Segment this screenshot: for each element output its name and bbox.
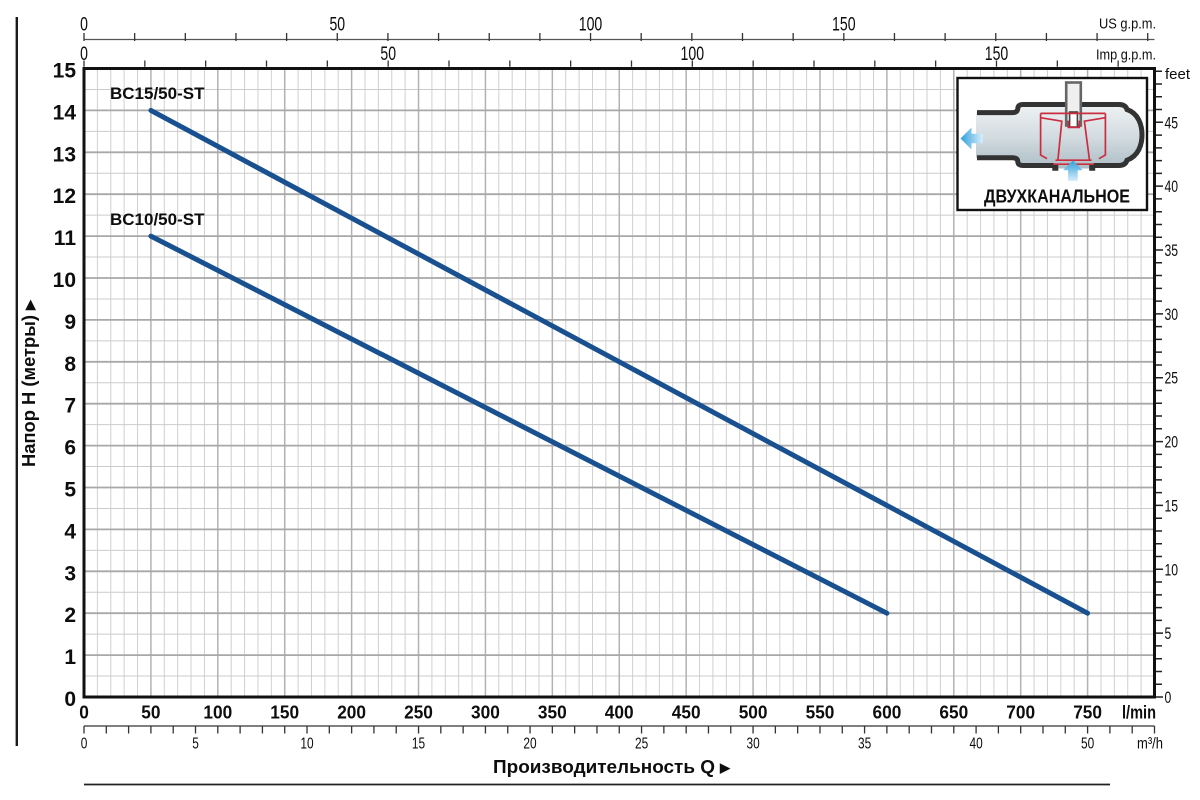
svg-text:50: 50	[141, 703, 160, 723]
svg-text:Производительность Q ▶: Производительность Q ▶	[493, 757, 731, 777]
svg-text:600: 600	[873, 703, 902, 723]
svg-text:8: 8	[64, 353, 76, 376]
svg-text:250: 250	[404, 703, 433, 723]
svg-text:50: 50	[1081, 736, 1094, 753]
svg-text:40: 40	[970, 736, 983, 753]
svg-text:200: 200	[337, 703, 366, 723]
svg-text:550: 550	[806, 703, 835, 723]
svg-text:500: 500	[739, 703, 768, 723]
svg-text:0: 0	[80, 15, 88, 36]
svg-text:11: 11	[54, 227, 77, 250]
svg-text:650: 650	[939, 703, 968, 723]
svg-text:10: 10	[53, 269, 76, 292]
svg-text:5: 5	[64, 479, 76, 502]
svg-text:300: 300	[471, 703, 500, 723]
svg-text:0: 0	[64, 688, 76, 711]
svg-text:30: 30	[1165, 306, 1179, 324]
svg-text:20: 20	[1165, 434, 1179, 452]
svg-text:ДВУХКАНАЛЬНОЕ: ДВУХКАНАЛЬНОЕ	[984, 187, 1130, 207]
svg-text:9: 9	[64, 311, 76, 334]
svg-text:100: 100	[681, 44, 705, 65]
svg-text:45: 45	[1165, 114, 1179, 132]
svg-text:350: 350	[538, 703, 567, 723]
svg-text:40: 40	[1165, 178, 1179, 196]
svg-text:50: 50	[380, 44, 396, 65]
svg-text:450: 450	[672, 703, 701, 723]
svg-text:Imp g.p.m.: Imp g.p.m.	[1096, 47, 1156, 64]
svg-text:13: 13	[53, 143, 76, 166]
svg-text:150: 150	[985, 44, 1009, 65]
svg-text:15: 15	[53, 60, 77, 83]
svg-text:100: 100	[579, 15, 603, 36]
svg-text:7: 7	[64, 395, 76, 418]
svg-text:35: 35	[858, 736, 871, 753]
svg-text:14: 14	[53, 101, 77, 124]
svg-text:BC15/50-ST: BC15/50-ST	[110, 84, 205, 103]
svg-text:m³/h: m³/h	[1137, 736, 1163, 753]
svg-text:15: 15	[412, 736, 425, 753]
svg-text:25: 25	[1165, 370, 1179, 388]
svg-text:700: 700	[1006, 703, 1035, 723]
svg-text:12: 12	[53, 185, 76, 208]
svg-text:BC10/50-ST: BC10/50-ST	[110, 210, 205, 229]
svg-text:6: 6	[64, 437, 76, 460]
svg-text:3: 3	[64, 562, 76, 585]
svg-text:0: 0	[81, 736, 88, 753]
svg-text:50: 50	[330, 15, 346, 36]
svg-text:15: 15	[1165, 497, 1179, 515]
svg-text:1: 1	[64, 646, 76, 669]
svg-text:0: 0	[80, 44, 88, 65]
svg-text:4: 4	[64, 520, 76, 543]
svg-text:10: 10	[300, 736, 313, 753]
svg-text:0: 0	[1165, 689, 1172, 707]
svg-text:150: 150	[270, 703, 299, 723]
svg-text:400: 400	[605, 703, 634, 723]
svg-text:20: 20	[523, 736, 536, 753]
svg-text:35: 35	[1165, 242, 1179, 260]
svg-text:US g.p.m.: US g.p.m.	[1099, 16, 1156, 33]
svg-text:750: 750	[1073, 703, 1102, 723]
svg-text:Напор H (метры) ▶: Напор H (метры) ▶	[19, 299, 39, 467]
svg-text:5: 5	[1165, 625, 1172, 643]
svg-text:30: 30	[747, 736, 760, 753]
svg-text:l/min: l/min	[1122, 703, 1156, 723]
svg-text:feet: feet	[1165, 66, 1191, 83]
svg-text:100: 100	[203, 703, 232, 723]
svg-text:150: 150	[832, 15, 856, 36]
svg-text:5: 5	[192, 736, 199, 753]
svg-text:0: 0	[79, 703, 89, 723]
svg-text:10: 10	[1165, 561, 1179, 579]
svg-text:2: 2	[64, 604, 76, 627]
svg-text:25: 25	[635, 736, 648, 753]
